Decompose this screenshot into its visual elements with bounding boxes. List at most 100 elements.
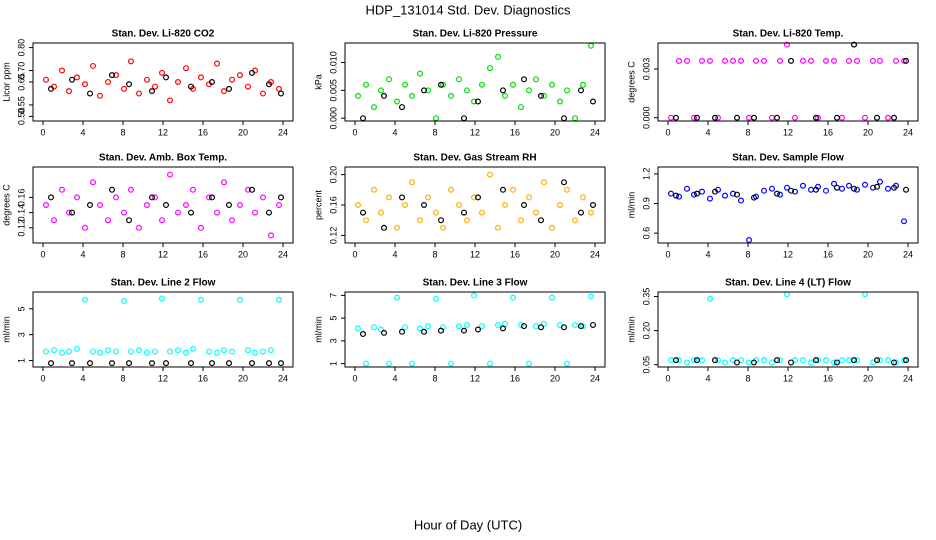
data-point bbox=[152, 194, 159, 201]
data-point bbox=[556, 98, 563, 105]
data-point bbox=[159, 295, 166, 302]
data-point bbox=[510, 186, 517, 193]
x-tick-label: 20 bbox=[550, 373, 560, 383]
x-tick-label: 4 bbox=[392, 127, 397, 137]
x-tick-label: 4 bbox=[705, 127, 710, 137]
data-point bbox=[799, 57, 806, 64]
x-tick-label: 24 bbox=[278, 127, 288, 137]
x-tick-label: 12 bbox=[783, 373, 793, 383]
data-point bbox=[417, 70, 424, 77]
panel-title: Stan. Dev. Line 4 (LT) Flow bbox=[725, 278, 851, 289]
data-point bbox=[475, 326, 482, 333]
data-point bbox=[495, 53, 502, 60]
data-point bbox=[737, 57, 744, 64]
data-point bbox=[495, 224, 502, 231]
data-point bbox=[850, 357, 857, 364]
data-point bbox=[471, 292, 478, 299]
data-point bbox=[120, 85, 127, 92]
data-point bbox=[711, 114, 718, 121]
data-point bbox=[845, 57, 852, 64]
y-tick-label: 0.000 bbox=[328, 107, 338, 130]
data-point bbox=[890, 114, 897, 121]
panel-title: Stan. Dev. Line 3 Flow bbox=[423, 278, 528, 289]
data-point bbox=[814, 357, 821, 364]
data-point bbox=[812, 357, 819, 364]
plot-frame bbox=[32, 291, 294, 368]
data-point bbox=[733, 359, 740, 366]
x-tick-label: 0 bbox=[665, 127, 670, 137]
data-point bbox=[152, 83, 159, 90]
data-point bbox=[167, 97, 174, 104]
data-point bbox=[556, 202, 563, 209]
data-point bbox=[159, 69, 166, 76]
data-point bbox=[532, 76, 539, 83]
y-tick-label: 0.35 bbox=[641, 288, 651, 306]
data-point bbox=[226, 202, 233, 209]
x-tick-label: 0 bbox=[40, 127, 45, 137]
data-point bbox=[421, 87, 428, 94]
data-point bbox=[163, 360, 170, 367]
data-point bbox=[711, 357, 718, 364]
panel-title: Stan. Dev. Amb. Box Temp. bbox=[99, 153, 227, 164]
data-point bbox=[776, 357, 783, 364]
data-point bbox=[517, 104, 524, 111]
data-point bbox=[73, 345, 80, 352]
data-point bbox=[812, 114, 819, 121]
data-point bbox=[589, 202, 596, 209]
data-point bbox=[500, 186, 507, 193]
data-point bbox=[900, 357, 907, 364]
data-point bbox=[571, 217, 578, 224]
data-point bbox=[96, 202, 103, 209]
data-point bbox=[833, 359, 840, 366]
x-tick-label: 0 bbox=[352, 127, 357, 137]
data-point bbox=[672, 192, 679, 199]
x-tick-label: 12 bbox=[158, 373, 168, 383]
data-point bbox=[876, 178, 883, 185]
data-point bbox=[690, 357, 697, 364]
data-point bbox=[577, 323, 584, 330]
data-point bbox=[791, 188, 798, 195]
data-point bbox=[190, 186, 197, 193]
data-point bbox=[776, 57, 783, 64]
data-point bbox=[104, 217, 111, 224]
data-point bbox=[475, 194, 482, 201]
data-point bbox=[221, 347, 228, 354]
data-point bbox=[58, 349, 65, 356]
data-point bbox=[438, 81, 445, 88]
data-point bbox=[560, 324, 567, 331]
data-point bbox=[890, 359, 897, 366]
data-point bbox=[733, 114, 740, 121]
x-tick-label: 0 bbox=[352, 249, 357, 259]
data-point bbox=[266, 81, 273, 88]
data-point bbox=[807, 57, 814, 64]
x-tick-label: 12 bbox=[783, 249, 793, 259]
data-point bbox=[260, 194, 267, 201]
data-point bbox=[198, 296, 205, 303]
x-tick-label: 12 bbox=[158, 127, 168, 137]
data-point bbox=[120, 209, 127, 216]
x-tick-label: 16 bbox=[510, 373, 520, 383]
y-tick-label: 0.005 bbox=[328, 79, 338, 102]
data-point bbox=[783, 41, 790, 48]
x-tick-label: 8 bbox=[432, 249, 437, 259]
data-point bbox=[683, 185, 690, 192]
data-point bbox=[890, 184, 897, 191]
x-tick-label: 0 bbox=[40, 249, 45, 259]
y-tick-label: 0.000 bbox=[641, 106, 651, 129]
data-point bbox=[386, 360, 393, 367]
data-point bbox=[773, 114, 780, 121]
data-point bbox=[50, 347, 57, 354]
data-point bbox=[425, 194, 432, 201]
data-point bbox=[456, 323, 463, 330]
data-point bbox=[363, 81, 370, 88]
data-point bbox=[96, 349, 103, 356]
y-tick-label: 0.05 bbox=[641, 356, 651, 374]
data-point bbox=[371, 324, 378, 331]
data-point bbox=[167, 348, 174, 355]
data-point bbox=[425, 87, 432, 94]
data-point bbox=[278, 90, 285, 97]
y-tick-label: 0.16 bbox=[16, 189, 26, 207]
x-tick-label: 24 bbox=[903, 249, 913, 259]
data-point bbox=[787, 359, 794, 366]
data-point bbox=[47, 194, 54, 201]
